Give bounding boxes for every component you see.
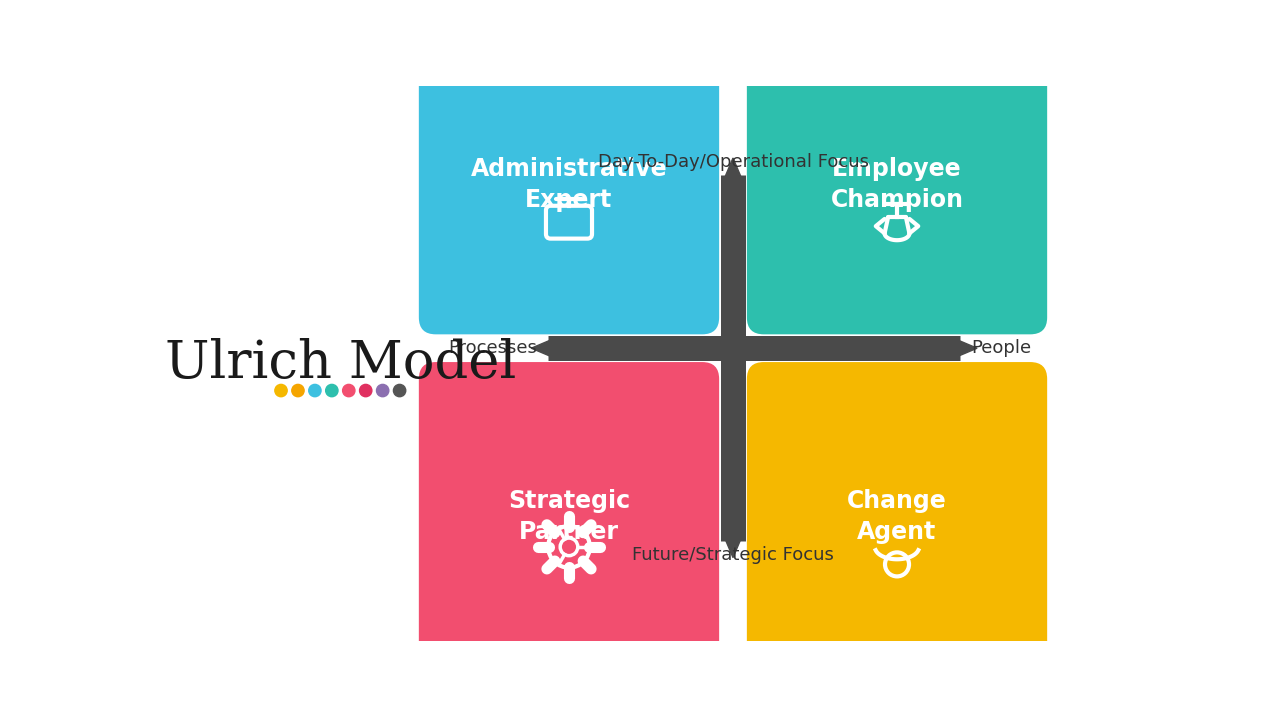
Circle shape bbox=[343, 384, 355, 397]
Text: People: People bbox=[972, 339, 1032, 357]
Text: Strategic
Partner: Strategic Partner bbox=[508, 489, 630, 544]
Polygon shape bbox=[955, 339, 977, 358]
Circle shape bbox=[393, 384, 406, 397]
Polygon shape bbox=[531, 339, 553, 358]
Text: Day-To-Day/Operational Focus: Day-To-Day/Operational Focus bbox=[598, 153, 869, 171]
FancyBboxPatch shape bbox=[419, 34, 719, 334]
Circle shape bbox=[292, 384, 305, 397]
FancyBboxPatch shape bbox=[746, 34, 1047, 334]
Circle shape bbox=[376, 384, 389, 397]
Circle shape bbox=[360, 384, 372, 397]
Polygon shape bbox=[723, 536, 742, 557]
Text: Employee
Champion: Employee Champion bbox=[831, 157, 964, 212]
Circle shape bbox=[275, 384, 287, 397]
Text: Processes: Processes bbox=[448, 339, 538, 357]
Circle shape bbox=[325, 384, 338, 397]
Polygon shape bbox=[723, 158, 742, 180]
Text: Ulrich Model: Ulrich Model bbox=[165, 338, 516, 389]
Text: Future/Strategic Focus: Future/Strategic Focus bbox=[632, 546, 835, 564]
FancyBboxPatch shape bbox=[419, 362, 719, 662]
FancyBboxPatch shape bbox=[746, 362, 1047, 662]
Circle shape bbox=[308, 384, 321, 397]
Text: Change
Agent: Change Agent bbox=[847, 489, 947, 544]
Text: Administrative
Expert: Administrative Expert bbox=[471, 157, 667, 212]
